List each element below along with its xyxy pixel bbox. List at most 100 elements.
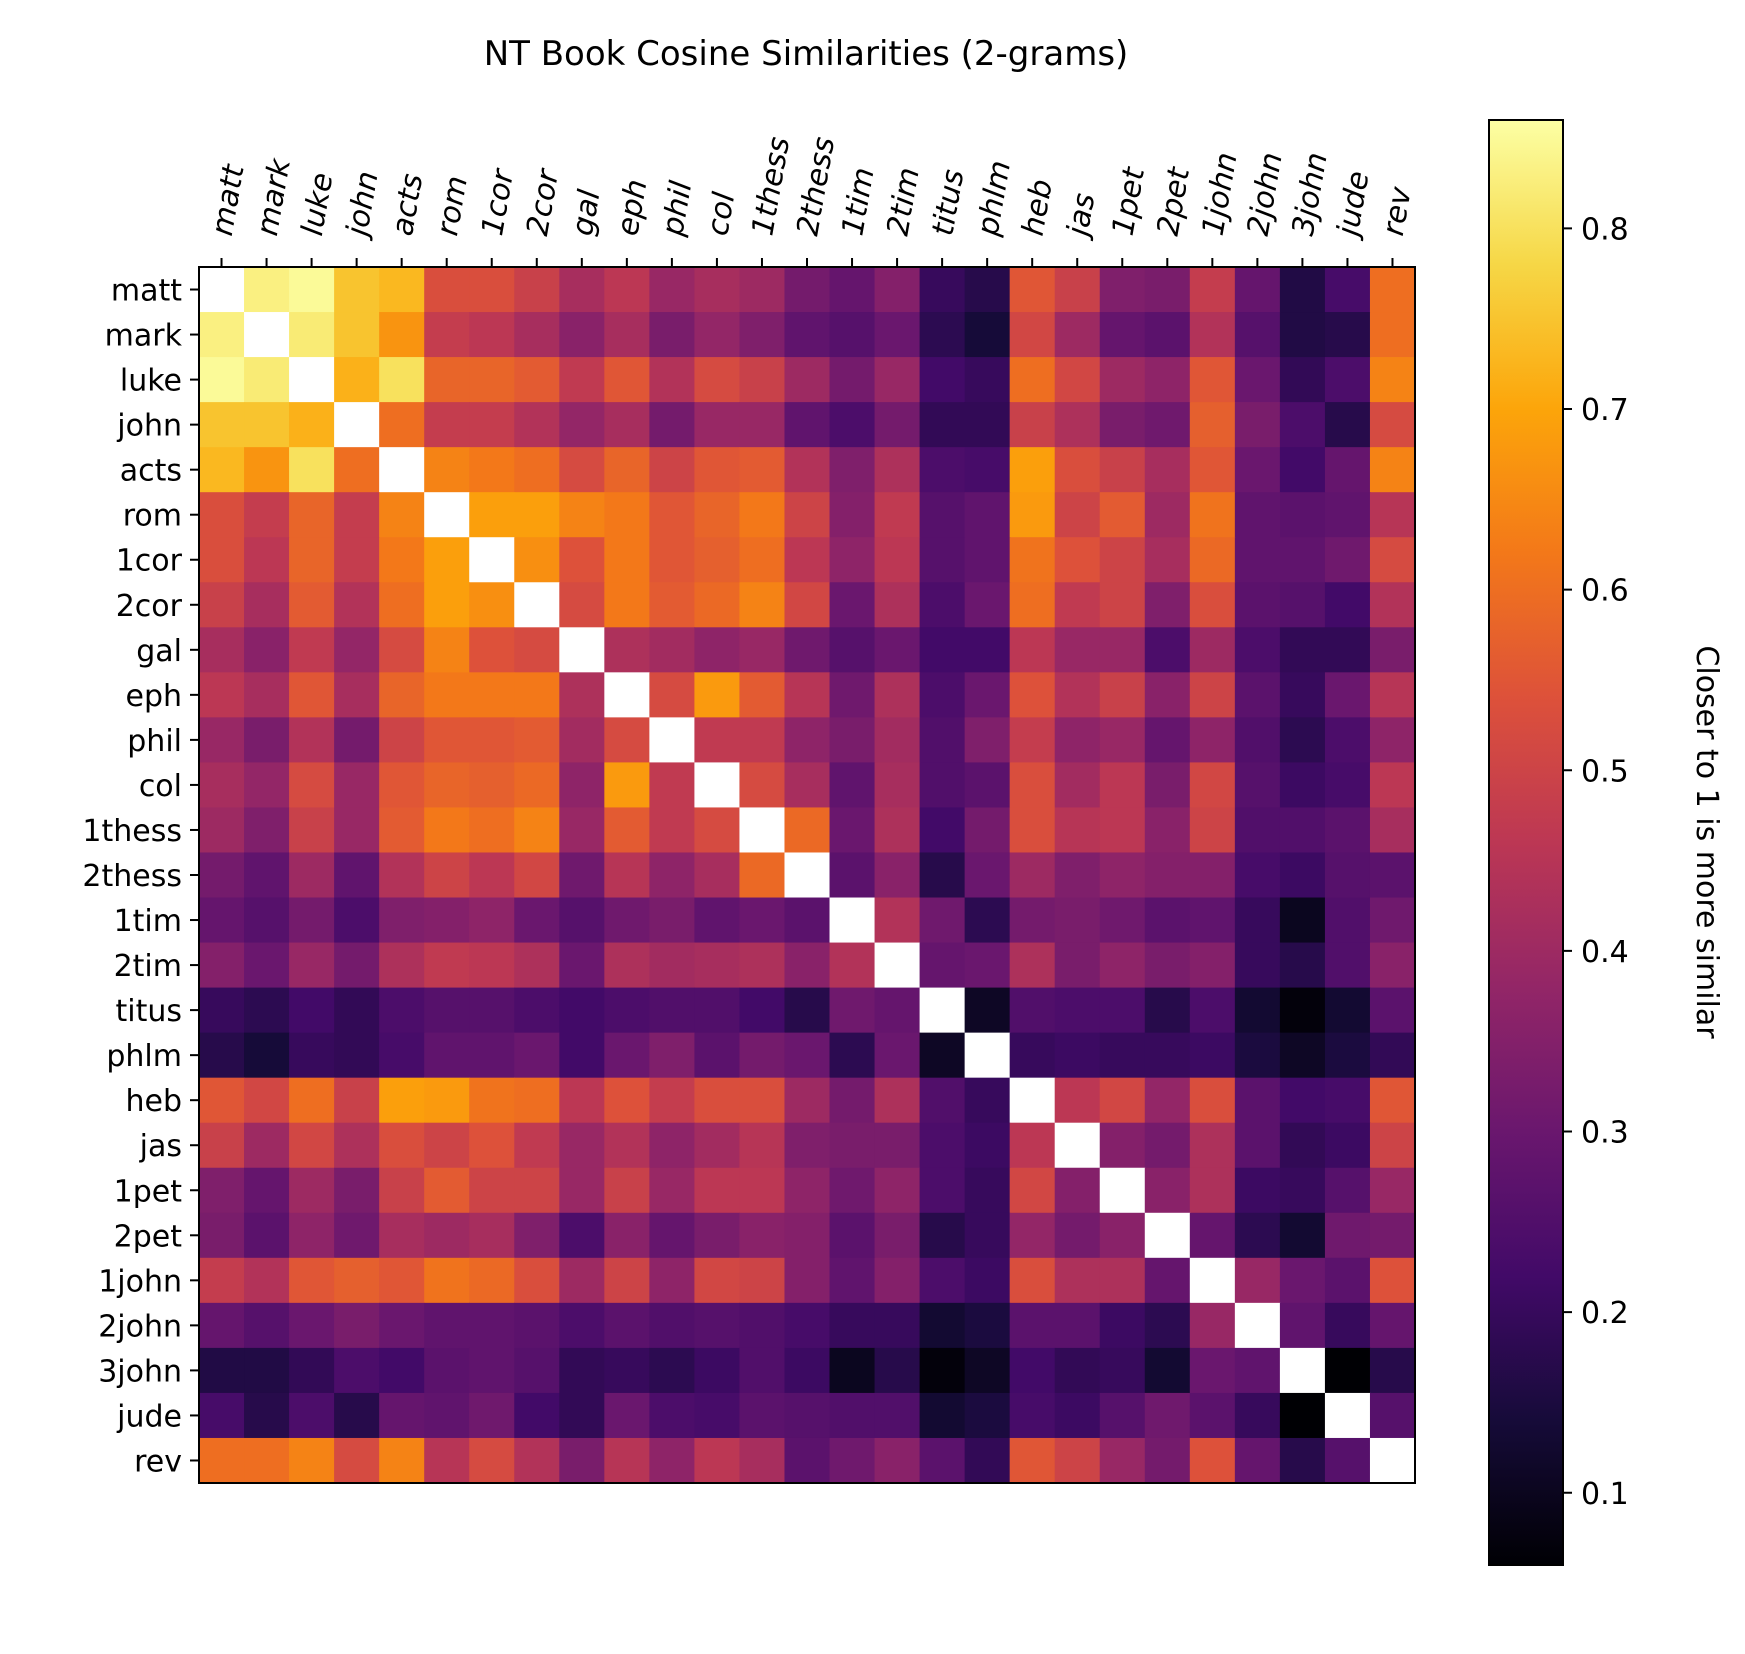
heatmap-cell-john-phil bbox=[649, 402, 696, 448]
heatmap-cell-2cor-gal bbox=[559, 582, 605, 628]
heatmap-cell-eph-col bbox=[694, 672, 741, 718]
heatmap-cell-heb-2cor bbox=[514, 1077, 560, 1124]
heatmap-cell-2tim-3john bbox=[1279, 942, 1326, 989]
heatmap-cell-heb-col bbox=[694, 1077, 741, 1124]
heatmap-cell-phil-heb bbox=[1009, 717, 1056, 764]
heatmap-cell-2john-john bbox=[334, 1302, 380, 1349]
heatmap-cell-2thess-1thess bbox=[739, 852, 786, 899]
x-tick-label-rev: rev bbox=[1376, 183, 1419, 238]
heatmap-cell-1john-1cor bbox=[469, 1257, 515, 1304]
heatmap-cell-rom-jude bbox=[1324, 492, 1371, 538]
heatmap-cell-jas-heb bbox=[1009, 1122, 1056, 1169]
heatmap-cell-col-1thess bbox=[739, 762, 786, 809]
heatmap-cell-1thess-2thess bbox=[784, 807, 831, 854]
heatmap-cell-3john-1tim bbox=[829, 1347, 876, 1394]
heatmap-cell-luke-2thess bbox=[784, 357, 831, 403]
heatmap-cell-mark-rev bbox=[1369, 312, 1416, 358]
heatmap-cell-1thess-rev bbox=[1369, 807, 1416, 854]
heatmap-cell-mark-heb bbox=[1009, 312, 1056, 358]
heatmap-cell-titus-rev bbox=[1369, 987, 1416, 1034]
heatmap-cell-rom-mark bbox=[244, 492, 290, 538]
x-tick-label-1cor: 1cor bbox=[475, 165, 521, 238]
heatmap-cell-rev-phlm bbox=[964, 1437, 1011, 1484]
heatmap-cell-titus-1pet bbox=[1099, 987, 1146, 1034]
heatmap-cell-1thess-2cor bbox=[514, 807, 560, 854]
heatmap-cell-3john-phil bbox=[649, 1347, 696, 1394]
heatmap-cell-col-2thess bbox=[784, 762, 831, 809]
y-tick-label-john: john bbox=[116, 409, 182, 444]
heatmap-cell-1tim-1pet bbox=[1099, 897, 1146, 944]
heatmap-cell-gal-1tim bbox=[829, 627, 876, 673]
heatmap-cell-2pet-luke bbox=[289, 1212, 335, 1259]
heatmap-cell-phlm-2tim bbox=[874, 1032, 921, 1079]
heatmap-cell-phlm-1tim bbox=[829, 1032, 876, 1079]
heatmap-cell-acts-jude bbox=[1324, 447, 1371, 493]
heatmap-cell-phlm-mark bbox=[244, 1032, 290, 1079]
heatmap-cell-2thess-2pet bbox=[1144, 852, 1191, 899]
heatmap-cell-jude-phlm bbox=[964, 1392, 1011, 1439]
heatmap-cell-heb-1pet bbox=[1099, 1077, 1146, 1124]
heatmap-cell-2tim-acts bbox=[379, 942, 425, 989]
heatmap-cell-acts-mark bbox=[244, 447, 290, 493]
heatmap-cell-2cor-1thess bbox=[739, 582, 786, 628]
heatmap-cell-2pet-2pet bbox=[1144, 1212, 1191, 1259]
heatmap-cell-phlm-1cor bbox=[469, 1032, 515, 1079]
heatmap-cell-3john-rev bbox=[1369, 1347, 1416, 1394]
heatmap-cell-luke-phlm bbox=[964, 357, 1011, 403]
heatmap-cell-john-titus bbox=[919, 402, 966, 448]
x-tick-label-jas: jas bbox=[1060, 191, 1103, 243]
heatmap-cell-john-rev bbox=[1369, 402, 1416, 448]
heatmap-cell-1john-rev bbox=[1369, 1257, 1416, 1304]
heatmap-cell-heb-2thess bbox=[784, 1077, 831, 1124]
heatmap-cell-gal-titus bbox=[919, 627, 966, 673]
heatmap-cell-titus-mark bbox=[244, 987, 290, 1034]
heatmap-cell-2tim-eph bbox=[604, 942, 650, 989]
colorbar-tick-label: 0.2 bbox=[1581, 1296, 1629, 1331]
heatmap-cell-luke-john bbox=[334, 357, 380, 403]
heatmap-cell-2john-3john bbox=[1279, 1302, 1326, 1349]
heatmap-cell-2john-jas bbox=[1054, 1302, 1101, 1349]
heatmap-cell-titus-phil bbox=[649, 987, 696, 1034]
heatmap-cell-2cor-rom bbox=[424, 582, 470, 628]
heatmap-cell-1cor-1john bbox=[1189, 537, 1236, 583]
heatmap-cell-jas-3john bbox=[1279, 1122, 1326, 1169]
heatmap-cell-mark-1john bbox=[1189, 312, 1236, 358]
heatmap-cell-jas-2thess bbox=[784, 1122, 831, 1169]
heatmap-cell-1tim-2pet bbox=[1144, 897, 1191, 944]
heatmap-cell-acts-matt bbox=[199, 447, 245, 493]
heatmap-cell-2cor-1john bbox=[1189, 582, 1236, 628]
heatmap-cell-col-2cor bbox=[514, 762, 560, 809]
heatmap-cell-gal-col bbox=[694, 627, 741, 673]
heatmap-cell-jas-rev bbox=[1369, 1122, 1416, 1169]
heatmap-cell-phlm-matt bbox=[199, 1032, 245, 1079]
heatmap-cell-1tim-mark bbox=[244, 897, 290, 944]
heatmap-cell-acts-2john bbox=[1234, 447, 1281, 493]
heatmap-cell-1thess-rom bbox=[424, 807, 470, 854]
heatmap-cell-phil-rom bbox=[424, 717, 470, 764]
heatmap-cell-2thess-1tim bbox=[829, 852, 876, 899]
heatmap-cell-jas-2cor bbox=[514, 1122, 560, 1169]
heatmap-cell-2cor-john bbox=[334, 582, 380, 628]
heatmap-cell-jude-jas bbox=[1054, 1392, 1101, 1439]
heatmap-cell-1pet-phil bbox=[649, 1167, 696, 1214]
heatmap-cell-col-col bbox=[694, 762, 741, 809]
x-tick-label-mark: mark bbox=[250, 155, 298, 239]
heatmap-cell-1john-acts bbox=[379, 1257, 425, 1304]
heatmap-cell-1john-phil bbox=[649, 1257, 696, 1304]
heatmap-cell-1tim-phil bbox=[649, 897, 696, 944]
heatmap-cell-eph-2pet bbox=[1144, 672, 1191, 718]
heatmap-cell-titus-3john bbox=[1279, 987, 1326, 1034]
heatmap-cell-2john-eph bbox=[604, 1302, 650, 1349]
heatmap-cell-acts-2pet bbox=[1144, 447, 1191, 493]
heatmap-cell-rev-john bbox=[334, 1437, 380, 1484]
heatmap-cell-phlm-jude bbox=[1324, 1032, 1371, 1079]
heatmap-cell-2thess-jas bbox=[1054, 852, 1101, 899]
heatmap-cell-eph-acts bbox=[379, 672, 425, 718]
heatmap-cell-2pet-gal bbox=[559, 1212, 605, 1259]
heatmap-cell-jude-1john bbox=[1189, 1392, 1236, 1439]
heatmap-cell-john-luke bbox=[289, 402, 335, 448]
heatmap-cell-eph-1thess bbox=[739, 672, 786, 718]
colorbar-tick-label: 0.5 bbox=[1581, 754, 1629, 789]
heatmap-cell-heb-acts bbox=[379, 1077, 425, 1124]
heatmap-cell-phlm-1john bbox=[1189, 1032, 1236, 1079]
